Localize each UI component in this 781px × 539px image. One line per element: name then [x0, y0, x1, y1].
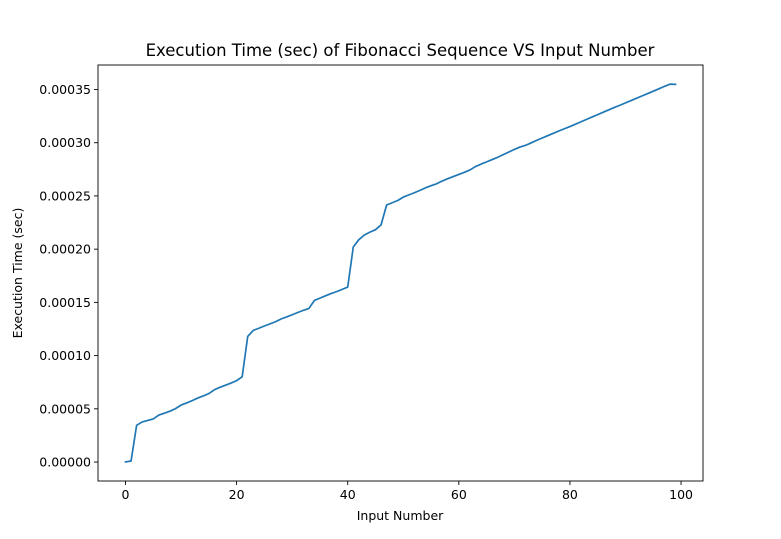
y-tick-label: 0.00020: [39, 242, 91, 257]
y-axis-title: Execution Time (sec): [10, 208, 25, 339]
x-tick-label: 60: [451, 487, 467, 502]
x-tick-label: 0: [122, 487, 130, 502]
y-tick-label: 0.00010: [39, 348, 91, 363]
y-tick-label: 0.00025: [39, 188, 91, 203]
x-tick-label: 20: [229, 487, 245, 502]
x-axis-title: Input Number: [357, 508, 444, 523]
y-tick-label: 0.00000: [39, 455, 91, 470]
series-line-0: [124, 83, 677, 463]
plot-area: 0 20 40 60 80 100 0.00000 0.00005 0.00010 0.00015…: [39, 64, 704, 502]
chart-title: Execution Time (sec) of Fibonacci Sequen…: [146, 41, 655, 60]
y-tick-label: 0.00035: [39, 82, 91, 97]
x-tick-label: 100: [669, 487, 693, 502]
y-tick-label: 0.00030: [39, 135, 91, 150]
x-tick-label: 40: [340, 487, 356, 502]
y-tick-label: 0.00015: [39, 295, 91, 310]
x-tick-label: 80: [562, 487, 578, 502]
y-tick-label: 0.00005: [39, 401, 91, 416]
plot-frame: [97, 64, 704, 482]
